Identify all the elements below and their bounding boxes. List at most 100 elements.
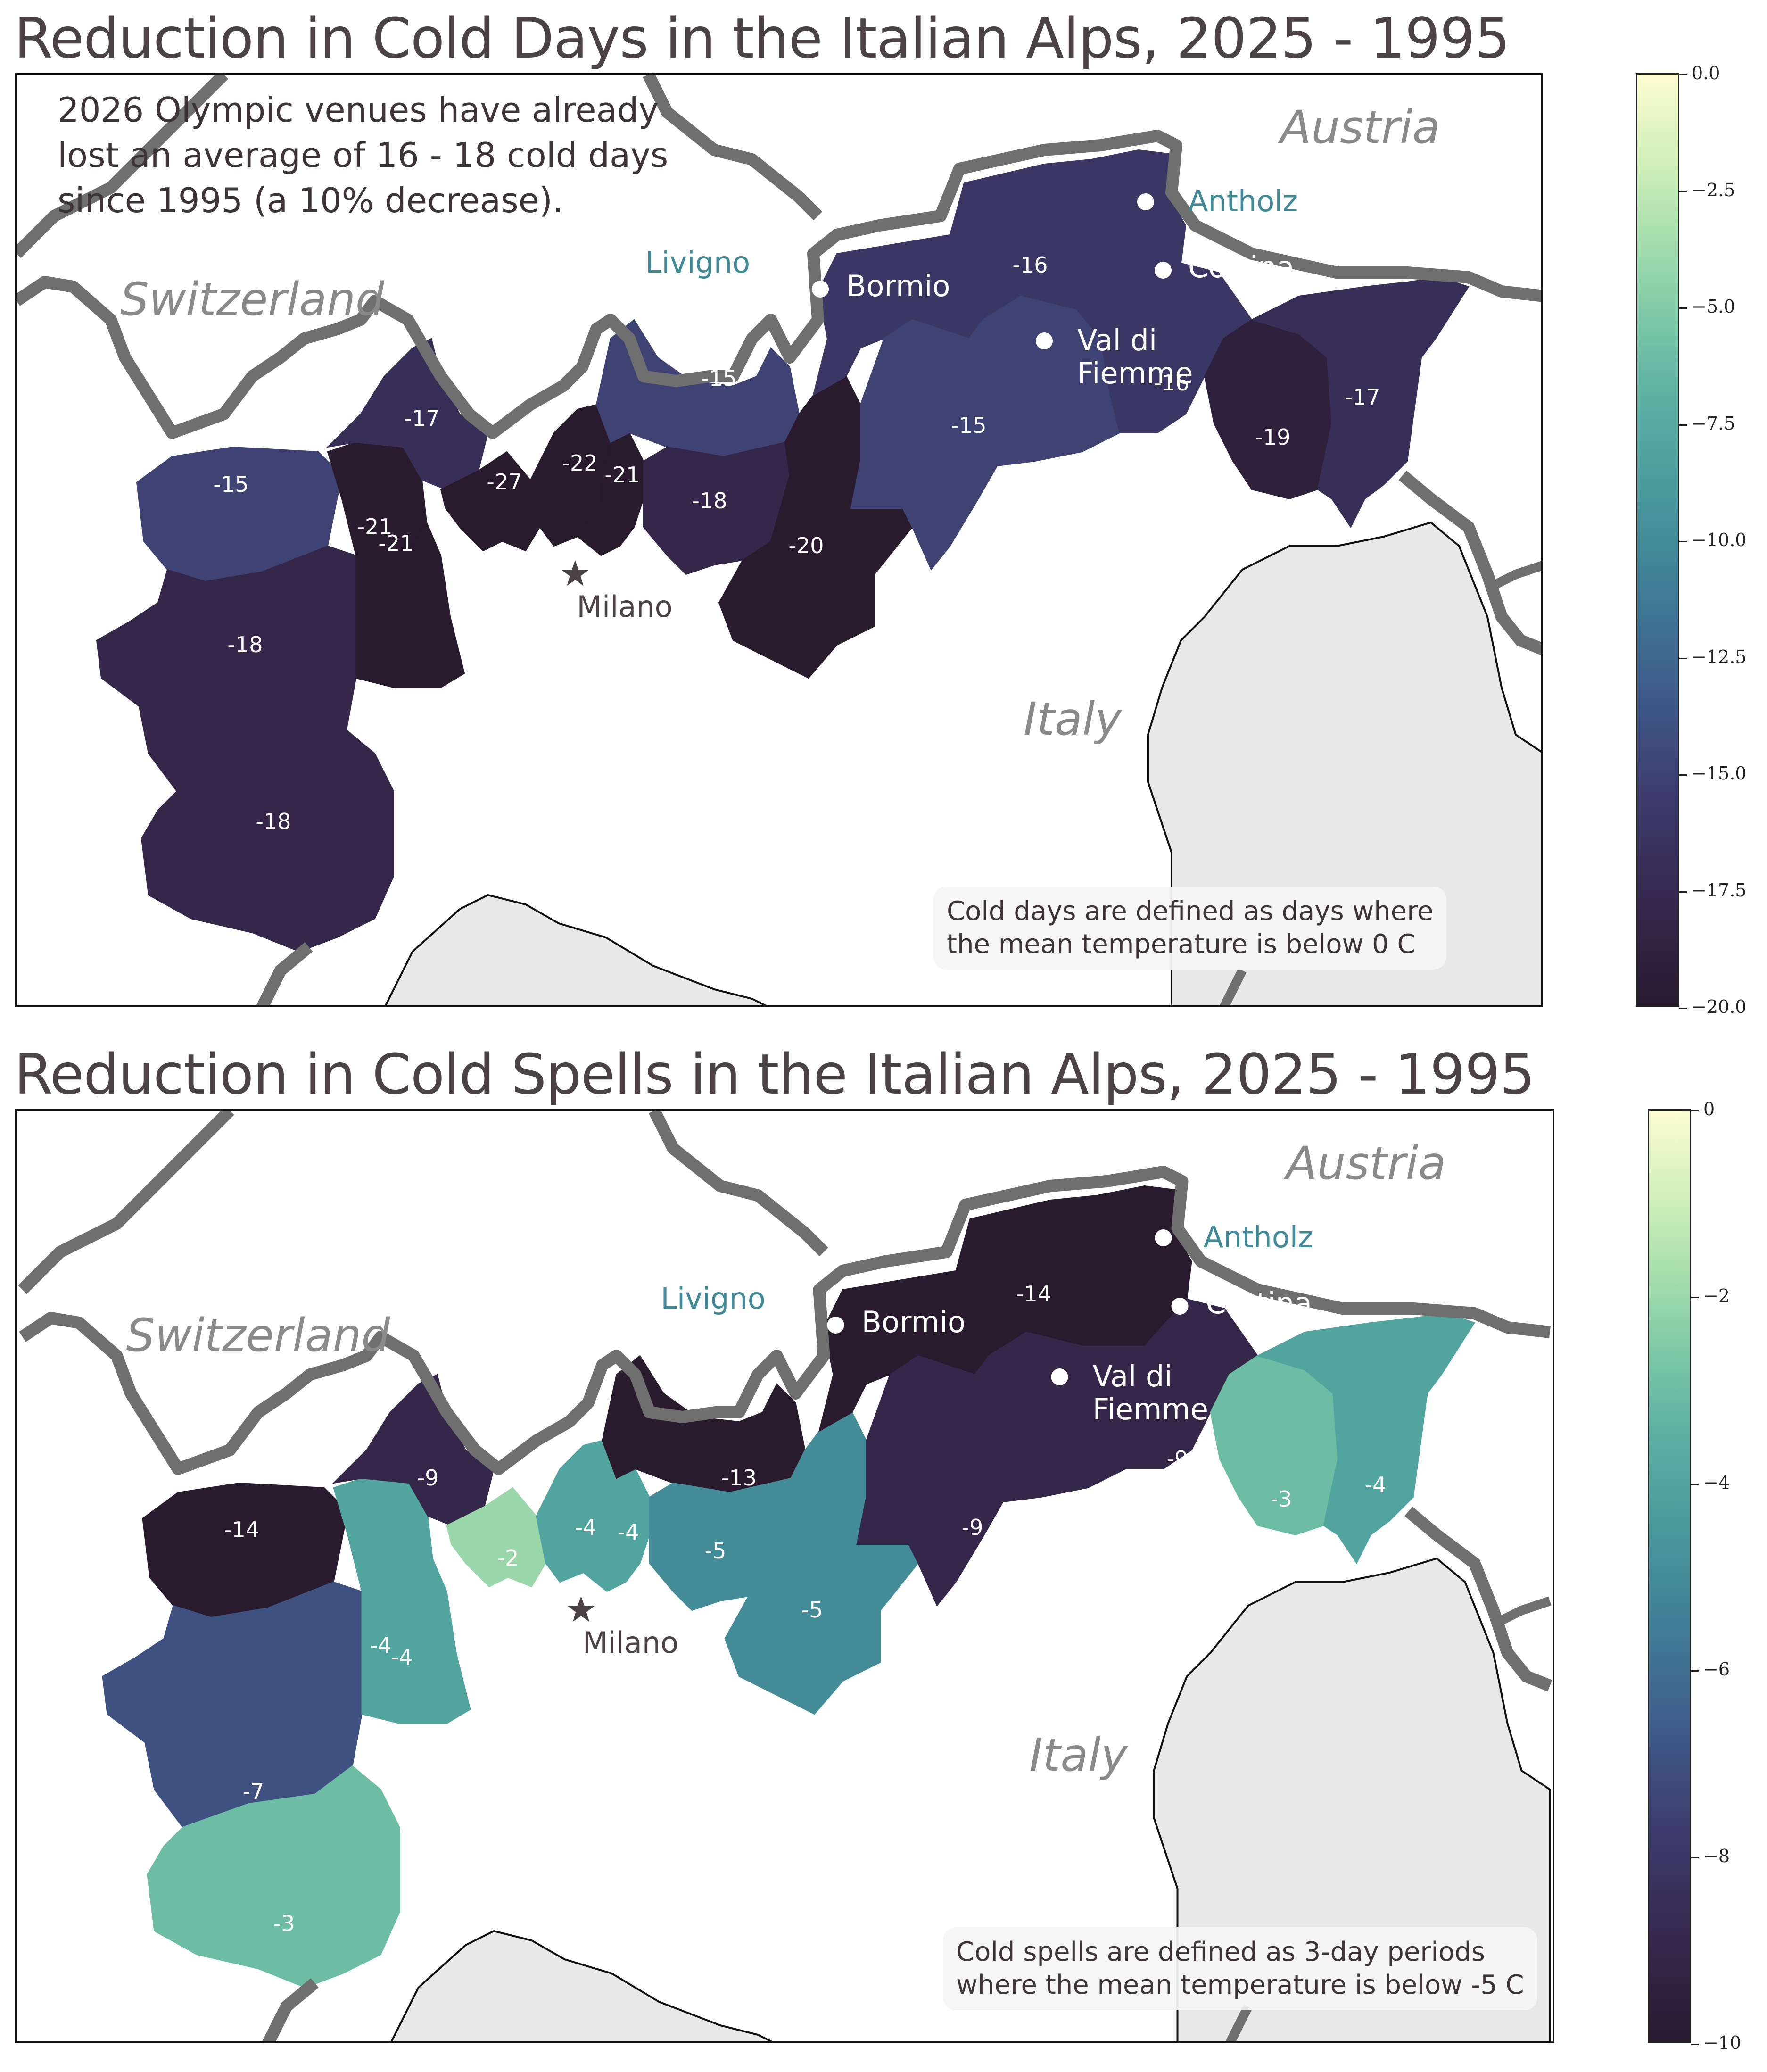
city-label-milano: Milano	[577, 589, 672, 624]
region-value-label: -3	[273, 1911, 295, 1936]
national-border	[648, 1111, 828, 1257]
panel-title: Reduction in Cold Days in the Italian Al…	[14, 6, 1510, 71]
region-value-label: -14	[1016, 1281, 1051, 1307]
region-polygon	[355, 521, 465, 688]
region-polygon	[602, 1355, 806, 1493]
region-value-label: -18	[256, 809, 291, 834]
venue-label-cortina: Cortina	[1206, 1286, 1313, 1320]
region-value-label: -16	[1154, 370, 1189, 396]
venue-marker-antholz	[1155, 1229, 1172, 1246]
sea-area	[384, 894, 768, 1005]
region-polygon	[147, 1765, 400, 1989]
region-value-label: -15	[951, 413, 986, 438]
venue-label-antholz: Antholz	[1204, 1220, 1313, 1254]
sea-area	[1147, 521, 1541, 1005]
national-border	[1398, 471, 1541, 655]
venue-label-livigno: Livigno	[645, 245, 750, 280]
region-polygon	[361, 1557, 471, 1724]
definition-note: Cold days are defined as days where the …	[933, 887, 1447, 970]
colorbar-tick-label: −5.0	[1679, 296, 1735, 317]
cold-days-panel: Reduction in Cold Days in the Italian Al…	[0, 0, 1767, 1036]
colorbar-tick-label: −4	[1691, 1472, 1730, 1493]
city-label-milano: Milano	[583, 1625, 678, 1660]
region-value-label: -17	[404, 406, 439, 431]
colorbar-tick-label: −8	[1691, 1846, 1730, 1866]
region-polygon	[1256, 1312, 1476, 1564]
venue-marker-livigno	[765, 264, 782, 281]
region-value-label: -5	[705, 1538, 727, 1564]
national-border	[1491, 1596, 1552, 1629]
venue-marker-antholz	[1137, 193, 1154, 210]
region-value-label: -20	[788, 533, 824, 558]
colorbar-tick-label: −6	[1691, 1659, 1730, 1680]
region-map: -14-7-3-4 -4-9-2-4 -4-13-5-5-14-9-9-3-4Aus…	[18, 1111, 1552, 2041]
region-value-label: -5	[801, 1597, 823, 1623]
national-border	[1485, 561, 1541, 593]
region-value-label: -13	[721, 1465, 757, 1491]
colorbar	[1636, 73, 1679, 1007]
colorbar-tick-label: −2	[1691, 1285, 1730, 1306]
region-value-label: -18	[692, 488, 727, 514]
region-value-label: -9	[962, 1515, 983, 1540]
national-border	[17, 75, 229, 258]
region-value-label: -3	[1271, 1486, 1292, 1512]
headline-note: 2026 Olympic venues have already lost an…	[58, 90, 669, 220]
milano-star-icon	[568, 1596, 595, 1622]
region-value-label: -4	[1365, 1472, 1387, 1498]
region-value-label: -7	[243, 1779, 264, 1804]
venue-label-val-di-fiemme: Val di Fiemme	[1093, 1359, 1208, 1426]
region-map: -15-18-18-21-21-17-27-22 -21-15-18-20-16-…	[17, 75, 1541, 1005]
region-value-label: -4	[391, 1644, 413, 1670]
region-value-label: -9	[417, 1465, 439, 1491]
colorbar-tick-label: −17.5	[1679, 880, 1746, 901]
region-polygon	[140, 729, 394, 953]
country-label-italy: Italy	[1024, 693, 1122, 746]
national-border	[1225, 2004, 1253, 2041]
map-frame: -15 -18 -18 -21 -21 -17 -27 -22 -21 -15 -18 -20 -16-…	[15, 73, 1543, 1007]
definition-note: Cold spells are defined as 3-day periods…	[943, 1927, 1537, 2010]
region-value-label: -18	[227, 632, 263, 657]
colorbar	[1648, 1109, 1691, 2043]
region-value-label: -21	[357, 514, 392, 539]
national-border	[17, 130, 1541, 439]
region-polygon	[1250, 276, 1470, 528]
colorbar-tick-label: −2.5	[1679, 180, 1735, 200]
colorbar-tick-label: −12.5	[1679, 646, 1746, 667]
national-border	[262, 1978, 319, 2041]
venue-label-antholz: Antholz	[1188, 184, 1298, 218]
region-value-label: -19	[1255, 424, 1290, 450]
region-value-label: -15	[213, 472, 248, 497]
venue-label-val-di-fiemme: Val di Fiemme	[1077, 323, 1193, 390]
sea-area	[390, 1930, 773, 2041]
country-label-switzerland: Switzerland	[120, 273, 385, 326]
venue-label-bormio: Bormio	[846, 269, 950, 303]
colorbar-tick-label: −20.0	[1679, 996, 1746, 1017]
colorbar-tick-label: −15.0	[1679, 763, 1746, 784]
venue-marker-bormio	[827, 1317, 844, 1334]
region-value-label: -9	[1167, 1446, 1189, 1472]
venue-marker-bormio	[812, 281, 829, 298]
cold-spells-panel: Reduction in Cold Spells in the Italian …	[0, 1036, 1767, 2072]
region-polygon	[595, 319, 800, 457]
region-value-label: -4	[370, 1633, 392, 1658]
sea-area	[1153, 1557, 1551, 2041]
milano-star-icon	[561, 560, 589, 586]
region-value-label: -14	[224, 1517, 259, 1542]
venue-marker-cortina	[1171, 1298, 1189, 1315]
region-value-label: -21	[378, 530, 413, 556]
colorbar-tick-label: 0	[1691, 1099, 1715, 1119]
national-border	[1219, 968, 1247, 1005]
region-value-label: -4	[575, 1515, 597, 1540]
national-border	[19, 1166, 1551, 1475]
venue-marker-cortina	[1155, 262, 1172, 279]
national-border	[18, 1111, 234, 1294]
national-border	[256, 942, 313, 1005]
region-value-label: -22	[562, 450, 597, 476]
national-border	[1404, 1507, 1552, 1692]
venue-marker-livigno	[780, 1300, 797, 1317]
venue-marker-val-di-fiemme	[1036, 332, 1053, 349]
country-label-austria: Austria	[1277, 101, 1440, 154]
region-polygon	[1204, 319, 1333, 500]
venue-label-bormio: Bormio	[862, 1305, 966, 1339]
map-frame: -14 -7 -3 -4 -4 -9 -2 -4 -4 -13 -5 -5 -14 -9 -9 -3 -4 Aus…	[15, 1109, 1554, 2043]
